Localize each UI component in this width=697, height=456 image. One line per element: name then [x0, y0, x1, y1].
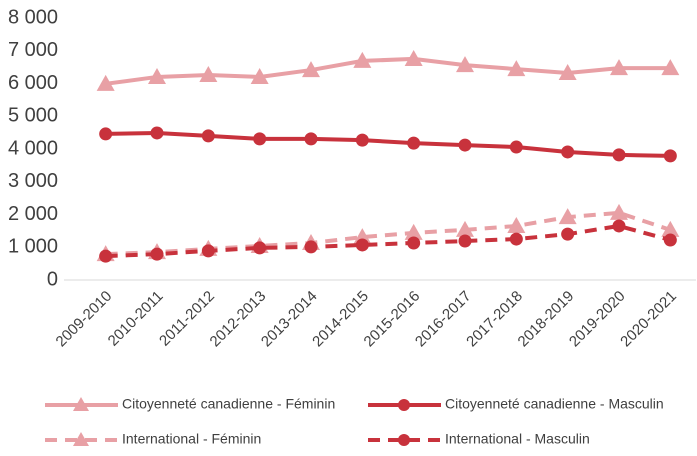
- marker: [558, 208, 577, 225]
- marker: [353, 228, 372, 245]
- line: [105, 210, 671, 257]
- y-tick-label: 1 000: [8, 236, 58, 258]
- marker: [507, 216, 526, 233]
- marker: [561, 227, 575, 241]
- line: [105, 223, 671, 259]
- marker: [458, 138, 472, 152]
- series: [96, 203, 680, 262]
- legend-marker: [398, 434, 410, 446]
- marker: [355, 133, 369, 147]
- marker: [407, 136, 421, 150]
- marker: [201, 244, 215, 258]
- marker: [610, 59, 628, 76]
- legend-label: Citoyenneté canadienne - Masculin: [445, 396, 664, 412]
- marker: [304, 132, 318, 146]
- marker: [250, 67, 269, 84]
- y-tick-label: 4 000: [8, 137, 58, 159]
- series: [99, 126, 677, 163]
- marker: [150, 247, 164, 261]
- line: [105, 130, 671, 158]
- marker: [96, 74, 115, 91]
- series: [99, 219, 677, 263]
- y-tick-label: 0: [47, 268, 58, 290]
- line: [105, 56, 671, 86]
- y-tick-label: 3 000: [8, 170, 58, 192]
- x-tick-label: 2020-2021: [617, 288, 680, 351]
- marker: [253, 241, 267, 255]
- marker: [509, 232, 523, 246]
- marker: [99, 127, 113, 141]
- marker: [458, 234, 472, 248]
- marker: [199, 65, 218, 82]
- marker: [612, 148, 626, 162]
- marker: [507, 60, 526, 77]
- marker: [663, 149, 677, 163]
- marker: [407, 236, 421, 250]
- marker: [404, 49, 423, 66]
- legend-label: International - Féminin: [122, 431, 261, 447]
- marker: [558, 64, 577, 81]
- marker: [355, 238, 369, 252]
- marker: [304, 240, 318, 254]
- marker: [353, 51, 372, 68]
- legend-label: Citoyenneté canadienne - Féminin: [122, 396, 335, 412]
- legend-marker: [73, 432, 89, 446]
- series: [96, 49, 680, 91]
- marker: [509, 140, 523, 154]
- marker: [456, 56, 474, 73]
- x-tick-label: 2010-2011: [105, 288, 167, 350]
- marker: [661, 59, 680, 76]
- y-tick-label: 8 000: [8, 6, 58, 28]
- y-tick-label: 7 000: [8, 39, 58, 61]
- y-tick-label: 5 000: [8, 105, 58, 127]
- marker: [456, 220, 474, 237]
- marker: [561, 145, 575, 159]
- y-tick-label: 6 000: [8, 72, 58, 94]
- marker: [661, 220, 680, 237]
- marker: [148, 67, 166, 84]
- legend-marker: [73, 397, 89, 411]
- marker: [302, 61, 320, 78]
- marker: [610, 203, 628, 220]
- marker: [253, 132, 267, 146]
- legend-marker: [398, 399, 410, 411]
- legend-label: International - Masculin: [445, 431, 590, 447]
- y-tick-label: 2 000: [8, 203, 58, 225]
- marker: [150, 126, 164, 140]
- marker: [612, 219, 626, 233]
- marker: [663, 233, 677, 247]
- marker: [99, 249, 113, 263]
- marker: [201, 129, 215, 143]
- marker: [404, 223, 423, 240]
- x-tick-label: 2009-2010: [53, 288, 116, 351]
